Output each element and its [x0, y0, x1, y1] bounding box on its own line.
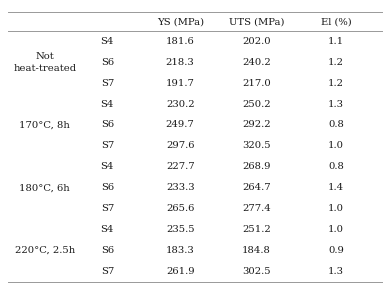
Text: S7: S7 [101, 204, 114, 213]
Text: 180°C, 6h: 180°C, 6h [20, 183, 70, 192]
Text: 220°C, 2.5h: 220°C, 2.5h [15, 246, 75, 255]
Text: 0.8: 0.8 [328, 121, 344, 129]
Text: 1.0: 1.0 [328, 204, 344, 213]
Text: 183.3: 183.3 [166, 246, 195, 255]
Text: 1.1: 1.1 [328, 37, 344, 46]
Text: 1.3: 1.3 [328, 267, 344, 276]
Text: 302.5: 302.5 [242, 267, 271, 276]
Text: 233.3: 233.3 [166, 183, 195, 192]
Text: 0.9: 0.9 [328, 246, 344, 255]
Text: 230.2: 230.2 [166, 100, 195, 109]
Text: 217.0: 217.0 [242, 79, 271, 88]
Text: 1.0: 1.0 [328, 225, 344, 234]
Text: 181.6: 181.6 [166, 37, 195, 46]
Text: S4: S4 [101, 37, 114, 46]
Text: 264.7: 264.7 [242, 183, 271, 192]
Text: 191.7: 191.7 [166, 79, 195, 88]
Text: 249.7: 249.7 [166, 121, 195, 129]
Text: S4: S4 [101, 162, 114, 171]
Text: 261.9: 261.9 [166, 267, 195, 276]
Text: 292.2: 292.2 [242, 121, 271, 129]
Text: 218.3: 218.3 [166, 58, 195, 67]
Text: 202.0: 202.0 [242, 37, 271, 46]
Text: 1.4: 1.4 [328, 183, 344, 192]
Text: 1.0: 1.0 [328, 141, 344, 150]
Text: S4: S4 [101, 225, 114, 234]
Text: 235.5: 235.5 [166, 225, 195, 234]
Text: S7: S7 [101, 79, 114, 88]
Text: 184.8: 184.8 [242, 246, 271, 255]
Text: 227.7: 227.7 [166, 162, 195, 171]
Text: 251.2: 251.2 [242, 225, 271, 234]
Text: S7: S7 [101, 267, 114, 276]
Text: 1.2: 1.2 [328, 79, 344, 88]
Text: 268.9: 268.9 [242, 162, 271, 171]
Text: 250.2: 250.2 [242, 100, 271, 109]
Text: YS (MPa): YS (MPa) [157, 17, 204, 26]
Text: 170°C, 8h: 170°C, 8h [20, 121, 70, 129]
Text: UTS (MPa): UTS (MPa) [229, 17, 284, 26]
Text: 1.2: 1.2 [328, 58, 344, 67]
Text: S4: S4 [101, 100, 114, 109]
Text: El (%): El (%) [321, 17, 351, 26]
Text: S6: S6 [101, 183, 114, 192]
Text: 1.3: 1.3 [328, 100, 344, 109]
Text: S6: S6 [101, 121, 114, 129]
Text: 0.8: 0.8 [328, 162, 344, 171]
Text: S7: S7 [101, 141, 114, 150]
Text: Not
heat-treated: Not heat-treated [13, 52, 76, 73]
Text: 240.2: 240.2 [242, 58, 271, 67]
Text: S6: S6 [101, 58, 114, 67]
Text: 265.6: 265.6 [166, 204, 194, 213]
Text: S6: S6 [101, 246, 114, 255]
Text: 277.4: 277.4 [242, 204, 271, 213]
Text: 320.5: 320.5 [242, 141, 271, 150]
Text: 297.6: 297.6 [166, 141, 195, 150]
